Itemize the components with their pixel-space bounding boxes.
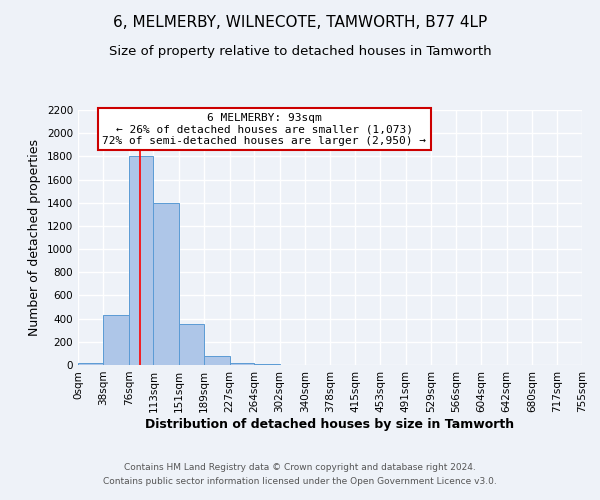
Text: Size of property relative to detached houses in Tamworth: Size of property relative to detached ho… bbox=[109, 45, 491, 58]
Text: Contains public sector information licensed under the Open Government Licence v3: Contains public sector information licen… bbox=[103, 477, 497, 486]
Text: 6, MELMERBY, WILNECOTE, TAMWORTH, B77 4LP: 6, MELMERBY, WILNECOTE, TAMWORTH, B77 4L… bbox=[113, 15, 487, 30]
Bar bbox=[129, 156, 154, 365]
Bar bbox=[103, 315, 129, 365]
Bar bbox=[154, 202, 179, 365]
Bar bbox=[230, 362, 254, 365]
Bar bbox=[179, 324, 204, 365]
X-axis label: Distribution of detached houses by size in Tamworth: Distribution of detached houses by size … bbox=[145, 418, 515, 430]
Y-axis label: Number of detached properties: Number of detached properties bbox=[28, 139, 41, 336]
Bar bbox=[78, 364, 103, 365]
Bar bbox=[254, 364, 280, 365]
Text: Contains HM Land Registry data © Crown copyright and database right 2024.: Contains HM Land Registry data © Crown c… bbox=[124, 464, 476, 472]
Bar bbox=[204, 356, 230, 365]
Text: 6 MELMERBY: 93sqm
← 26% of detached houses are smaller (1,073)
72% of semi-detac: 6 MELMERBY: 93sqm ← 26% of detached hous… bbox=[103, 112, 427, 146]
